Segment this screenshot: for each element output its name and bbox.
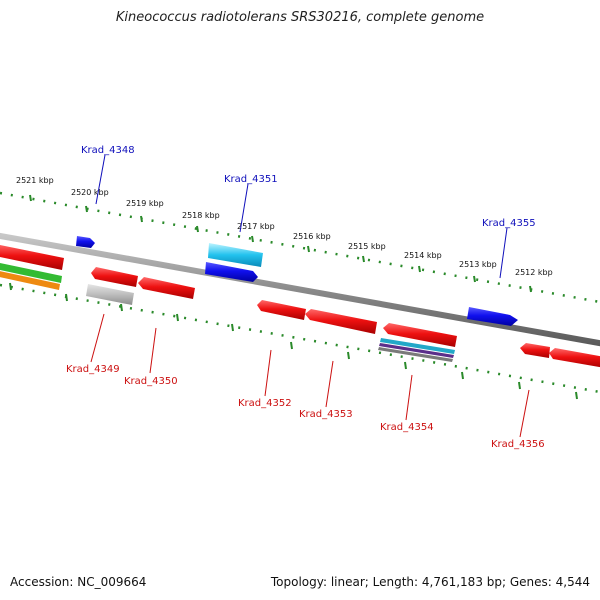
gene-label-krad-4348[interactable]: Krad_4348: [81, 145, 135, 156]
gene-label-krad-4350[interactable]: Krad_4350: [124, 376, 178, 387]
gene-krad-4355[interactable]: [467, 307, 518, 326]
gene-krad-4352[interactable]: [257, 300, 306, 320]
gene-label-krad-4349[interactable]: Krad_4349: [66, 364, 120, 375]
gene-krad-4350[interactable]: [138, 277, 195, 299]
gene-krad-4356[interactable]: [520, 343, 600, 368]
tick-label-2519: 2519 kbp: [126, 199, 164, 208]
gene-label-krad-4354[interactable]: Krad_4354: [380, 422, 434, 433]
tick-label-2520: 2520 kbp: [71, 188, 109, 197]
lower-tick-track: [0, 282, 600, 400]
tick-label-2521: 2521 kbp: [16, 176, 54, 185]
gene-label-krad-4352[interactable]: Krad_4352: [238, 398, 292, 409]
gene-label-krad-4356[interactable]: Krad_4356: [491, 439, 545, 450]
tick-label-2513: 2513 kbp: [459, 260, 497, 269]
gene-krad-4351[interactable]: [205, 243, 263, 282]
gene-label-krad-4355[interactable]: Krad_4355: [482, 218, 536, 229]
gene-krad-4349[interactable]: [86, 267, 138, 305]
gene-krad-4354[interactable]: [378, 323, 457, 362]
label-leaders: [90, 154, 530, 438]
genome-backbone: [0, 232, 600, 347]
tick-label-2514: 2514 kbp: [404, 251, 442, 260]
gene-label-krad-4351[interactable]: Krad_4351: [224, 174, 278, 185]
tick-label-2512: 2512 kbp: [515, 268, 553, 277]
left-edge-features: [0, 245, 64, 290]
gene-krad-4348[interactable]: [76, 236, 95, 248]
gene-krad-4353[interactable]: [305, 309, 377, 334]
tick-label-2515: 2515 kbp: [348, 242, 386, 251]
upper-tick-track: [0, 191, 600, 304]
accession-text: Accession: NC_009664: [10, 575, 147, 589]
map-title: Kineococcus radiotolerans SRS30216, comp…: [115, 10, 485, 25]
tick-label-2517: 2517 kbp: [237, 222, 275, 231]
gene-label-krad-4353[interactable]: Krad_4353: [299, 409, 353, 420]
genome-summary-text: Topology: linear; Length: 4,761,183 bp; …: [270, 575, 590, 589]
tick-label-2518: 2518 kbp: [182, 211, 220, 220]
tick-label-2516: 2516 kbp: [293, 232, 331, 241]
